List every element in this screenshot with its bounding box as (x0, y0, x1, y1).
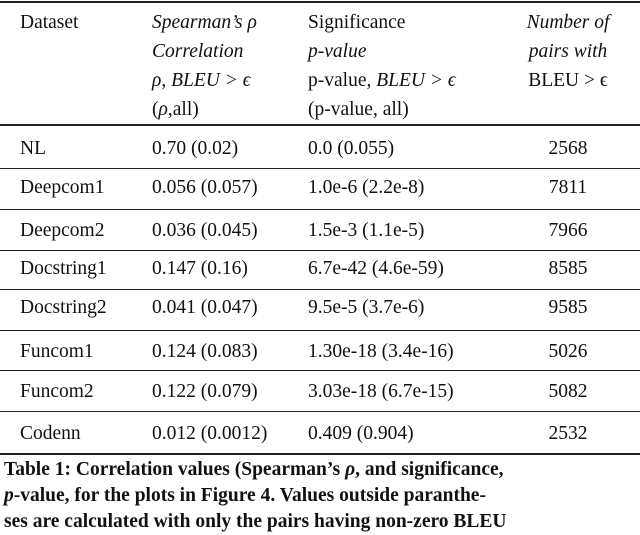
table-rule (0, 289, 640, 290)
table-cell: Docstring1 (20, 258, 107, 279)
table-cell: Funcom2 (20, 381, 94, 402)
header-line: ρ, BLEU > ϵ (152, 66, 257, 95)
table-rule (0, 370, 640, 371)
table-cell: 5026 (548, 341, 588, 362)
table-cell: 9585 (548, 297, 588, 318)
text-segment: (p-value, all) (308, 99, 409, 120)
header-cell: Dataset (20, 8, 78, 37)
table-rule (0, 124, 640, 126)
table-cell: 3.03e-18 (6.7e-15) (308, 381, 454, 402)
header-cell: Spearman’s ρ Correlation ρ, BLEU > ϵ (ρ,all… (152, 8, 257, 124)
table-cell: Deepcom1 (20, 177, 105, 198)
table-cell: 2568 (548, 138, 588, 159)
text-segment: p (4, 485, 14, 506)
text-segment: p-value, (308, 70, 377, 91)
header-cell: Number of pairs with BLEU > ϵ (527, 8, 610, 95)
table-cell: 0.122 (0.079) (152, 381, 258, 402)
table-cell: 0.041 (0.047) (152, 297, 258, 318)
text-segment: p-value (308, 41, 367, 62)
caption-line: p-value, for the plots in Figure 4. Valu… (4, 483, 640, 509)
table-cell: 0.056 (0.057) (152, 177, 258, 198)
table-rule (0, 330, 640, 331)
table-cell: Docstring2 (20, 297, 107, 318)
table-cell: 0.036 (0.045) (152, 220, 258, 241)
table-cell: 0.0 (0.055) (308, 138, 395, 159)
table-cell: 6.7e-42 (4.6e-59) (308, 258, 444, 279)
text-segment: BLEU > ϵ (376, 70, 456, 91)
table-cell: 9.5e-5 (3.7e-6) (308, 297, 425, 318)
text-segment: , and significance, (355, 459, 504, 480)
text-segment: Spearman’s ρ (152, 12, 257, 33)
table-cell: Funcom1 (20, 341, 94, 362)
text-segment: ρ (345, 459, 356, 480)
text-segment: ( (152, 99, 159, 120)
table-rule (0, 453, 640, 455)
table-rule (0, 209, 640, 210)
table-cell: NL (20, 138, 46, 159)
header-line: pairs with (527, 37, 610, 66)
table-cell: 0.70 (0.02) (152, 138, 239, 159)
caption-line: Table 1: Correlation values (Spearman’s … (4, 457, 640, 483)
table-cell: 0.147 (0.16) (152, 258, 248, 279)
text-segment: BLEU > ϵ (528, 70, 608, 91)
table-rule (0, 168, 640, 169)
header-line: BLEU > ϵ (527, 66, 610, 95)
header-line: p-value (308, 37, 456, 66)
table-cell: 0.409 (0.904) (308, 423, 414, 444)
text-segment: -value, for the plots in Figure 4. Value… (13, 485, 486, 506)
table-rule (0, 1, 640, 3)
table-cell: 8585 (548, 258, 588, 279)
text-segment: Table 1: Correlation values (Spearman’s (4, 459, 346, 480)
table-cell: 7966 (548, 220, 588, 241)
text-segment: Significance (308, 12, 406, 33)
table-cell: 0.012 (0.0012) (152, 423, 268, 444)
caption-line: ses are calculated with only the pairs h… (4, 509, 640, 535)
table-cell: Codenn (20, 423, 81, 444)
header-line: (p-value, all) (308, 95, 456, 124)
text-segment: Number of (526, 12, 610, 33)
header-line: Significance (308, 8, 456, 37)
header-line: p-value, BLEU > ϵ (308, 66, 456, 95)
text-segment: ρ (158, 99, 168, 120)
header-line: Dataset (20, 8, 78, 37)
text-segment: Correlation (152, 41, 244, 62)
text-segment: ρ, BLEU > ϵ (152, 70, 251, 91)
header-line: (ρ,all) (152, 95, 257, 124)
text-segment: ses are calculated with only the pairs h… (4, 511, 507, 532)
table-cell: 0.124 (0.083) (152, 341, 258, 362)
text-segment: Dataset (20, 12, 79, 33)
header-line: Correlation (152, 37, 257, 66)
table-cell: 1.5e-3 (1.1e-5) (308, 220, 425, 241)
header-line: Number of (527, 8, 610, 37)
table-rule (0, 411, 640, 412)
header-cell: Significance p-value p-value, BLEU > ϵ (p-v… (308, 8, 456, 124)
text-segment: pairs with (528, 41, 608, 62)
table-cell: 2532 (548, 423, 588, 444)
table-rule (0, 250, 640, 251)
text-segment: ,all) (167, 99, 199, 120)
table-cell: 1.0e-6 (2.2e-8) (308, 177, 425, 198)
header-line: Spearman’s ρ (152, 8, 257, 37)
table-cell: 7811 (548, 177, 588, 198)
table-cell: 1.30e-18 (3.4e-16) (308, 341, 454, 362)
table-cell: 5082 (548, 381, 588, 402)
table-cell: Deepcom2 (20, 220, 105, 241)
